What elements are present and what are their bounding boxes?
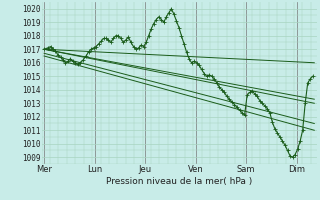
X-axis label: Pression niveau de la mer( hPa ): Pression niveau de la mer( hPa ) <box>106 177 252 186</box>
